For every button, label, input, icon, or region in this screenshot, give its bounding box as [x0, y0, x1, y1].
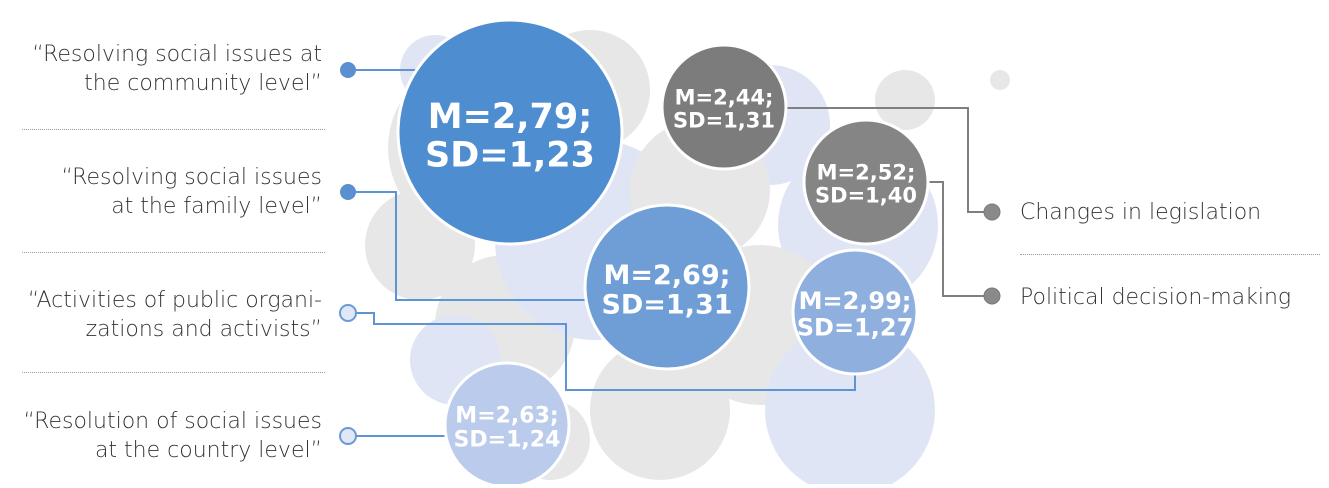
connector-dot [339, 427, 357, 445]
value-bubbles: M=2,79;SD=1,23M=2,69;SD=1,31 M=2,99;SD=1,… [396, 18, 930, 488]
background-circle [875, 70, 935, 130]
bubble-community: M=2,79;SD=1,23 [396, 18, 624, 246]
label-legislation-text: Changes in legislation [1020, 200, 1262, 225]
label-political-decision-making: Political decision-making [1020, 283, 1320, 312]
bubble-public-orgs: M=2,99;SD=1,27 [791, 248, 919, 376]
bubble-political-mean: M=2,52; [817, 160, 916, 184]
separator [22, 129, 325, 130]
connector-dot [340, 62, 356, 78]
label-family-line1: “Resolving social issues [61, 165, 322, 190]
bubble-political: M=2,52;SD=1,40 [802, 118, 930, 246]
label-country-line1: “Resolution of social issues [23, 409, 322, 434]
label-community-line2: the community level” [84, 71, 322, 96]
connector-dot [983, 203, 1001, 221]
label-public-orgs-line1: “Activities of public organi- [27, 288, 322, 313]
bubble-legislation-circle [660, 43, 788, 171]
separator [1020, 254, 1320, 255]
separator [22, 372, 325, 373]
bubble-public-orgs-mean: M=2,99; [799, 287, 912, 315]
separator [22, 252, 325, 253]
label-family-level: “Resolving social issues at the family l… [0, 163, 322, 221]
label-country-level: “Resolution of social issues at the coun… [0, 407, 322, 465]
connectors [348, 69, 992, 437]
bubble-community-mean: M=2,79; [428, 97, 593, 137]
bubble-legislation-mean: M=2,44; [675, 85, 774, 109]
bubble-family-sd: SD=1,31 [601, 289, 732, 320]
label-community-level: “Resolving social issues at the communit… [0, 40, 322, 98]
label-community-line1: “Resolving social issues at [32, 42, 322, 67]
label-family-line2: at the family level” [111, 194, 322, 219]
bubble-family: M=2,69;SD=1,31 [583, 203, 751, 371]
connector-line [348, 312, 856, 391]
bubble-legislation: M=2,44;SD=1,31 [660, 43, 788, 171]
background-circle [990, 70, 1010, 90]
connector-line [928, 181, 992, 297]
bubble-public-orgs-circle [791, 248, 919, 376]
background-circle [765, 325, 935, 488]
label-country-line2: at the country level” [94, 438, 322, 463]
bubble-country: M=2,63;SD=1,24 [443, 361, 571, 488]
bubble-political-sd: SD=1,40 [815, 184, 917, 208]
bubble-legislation-sd: SD=1,31 [673, 109, 775, 133]
label-changes-in-legislation: Changes in legislation [1020, 198, 1320, 227]
connector-line [784, 107, 992, 213]
label-political-text: Political decision-making [1020, 285, 1292, 310]
bubble-political-circle [802, 118, 930, 246]
label-public-organizations: “Activities of public organi- zations an… [0, 286, 322, 344]
label-public-orgs-line2: zations and activists” [85, 317, 322, 342]
bubble-country-mean: M=2,63; [455, 403, 558, 428]
connector-line [348, 191, 590, 301]
connector-dots [339, 62, 1001, 445]
bubble-community-circle [396, 18, 624, 246]
connector-dot [983, 287, 1001, 305]
bubble-family-mean: M=2,69; [604, 260, 731, 291]
connector-dot [340, 184, 356, 200]
bubble-community-sd: SD=1,23 [425, 135, 595, 175]
bubble-public-orgs-sd: SD=1,27 [797, 314, 914, 342]
background-circle [590, 340, 730, 480]
connector-dot [339, 304, 357, 322]
bubble-family-circle [583, 203, 751, 371]
bubble-country-sd: SD=1,24 [454, 428, 561, 453]
